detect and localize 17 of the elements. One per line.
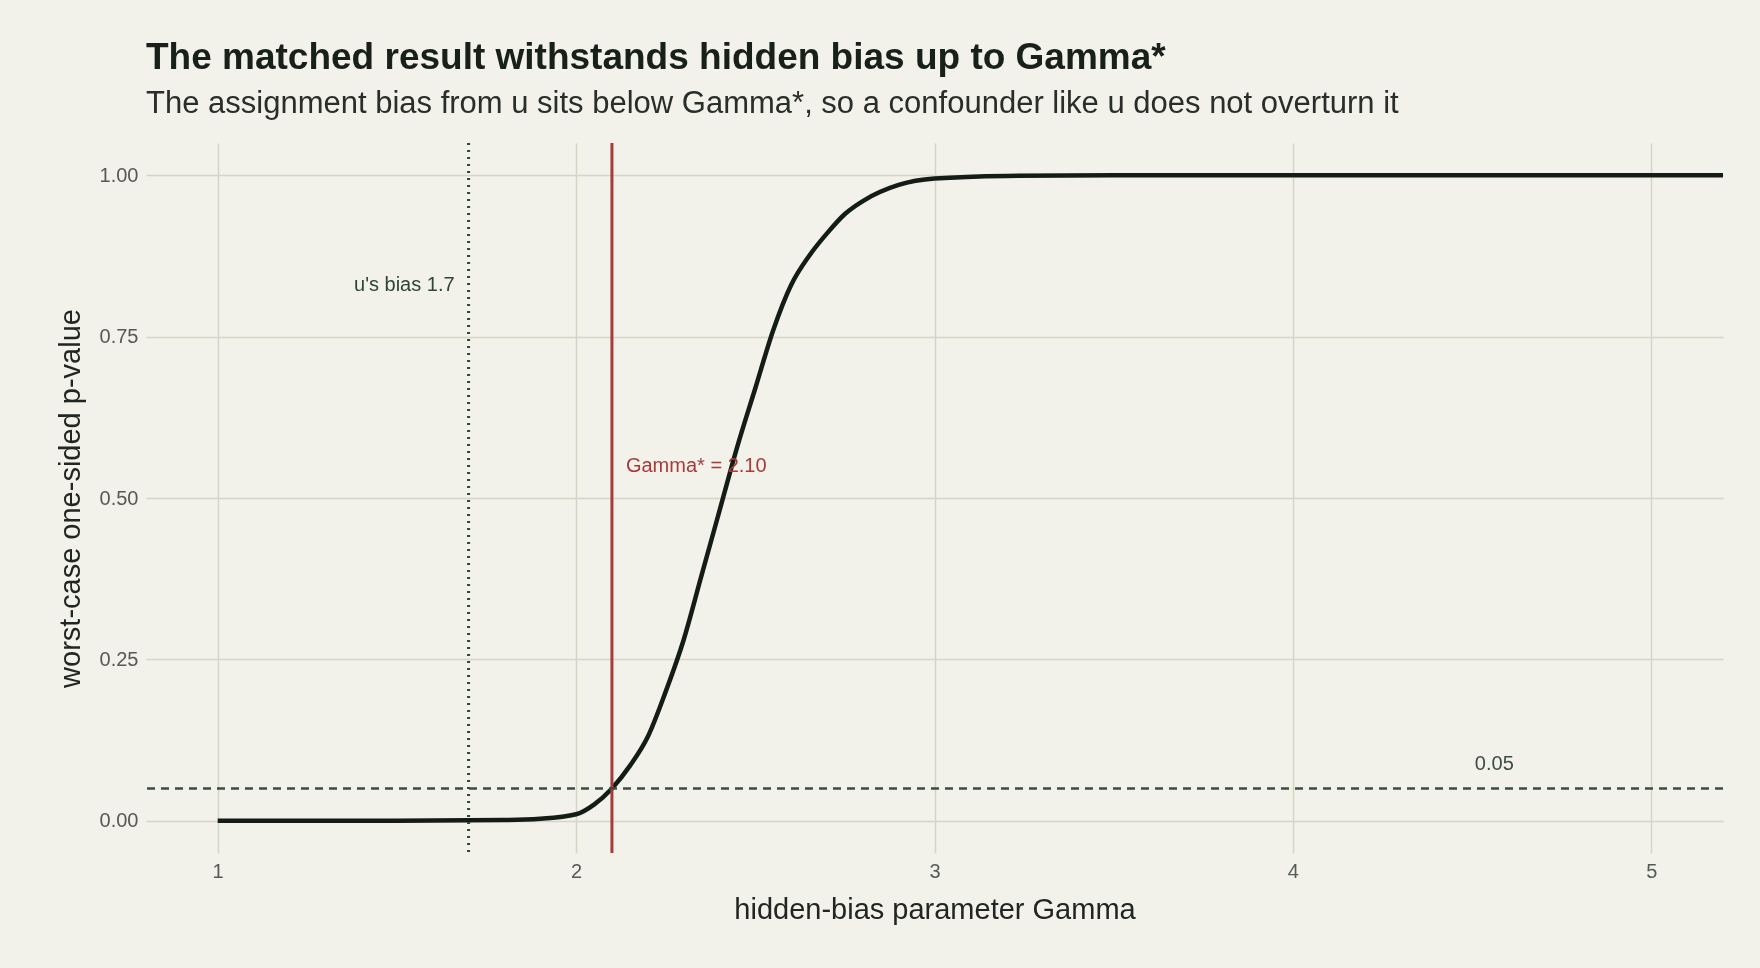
x-axis-title: hidden-bias parameter Gamma xyxy=(734,892,1137,925)
line-series xyxy=(215,173,1726,823)
y-tick-label: 0.00 xyxy=(99,809,139,832)
chart-subtitle: The assignment bias from u sits below Gamma*, so a confounder like u does not overturn it xyxy=(146,84,1400,120)
chart-title: The matched result withstands hidden bias up to Gamma* xyxy=(146,35,1167,77)
x-tick-label: 4 xyxy=(1287,859,1299,882)
ref-line-label: u's bias 1.7 xyxy=(354,273,455,295)
x-tick-label: 3 xyxy=(929,859,941,882)
ref-line-label: 0.05 xyxy=(1474,752,1514,775)
x-tick-label: 5 xyxy=(1646,859,1658,882)
y-tick-label: 1.00 xyxy=(99,163,139,186)
y-tick-label: 0.25 xyxy=(99,647,139,670)
y-tick-label: 0.50 xyxy=(99,486,139,509)
y-tick-label: 0.75 xyxy=(99,325,139,348)
x-tick-label: 1 xyxy=(212,859,224,882)
x-tick-label: 2 xyxy=(571,859,583,882)
y-axis-title: worst-case one-sided p-value xyxy=(53,309,86,689)
